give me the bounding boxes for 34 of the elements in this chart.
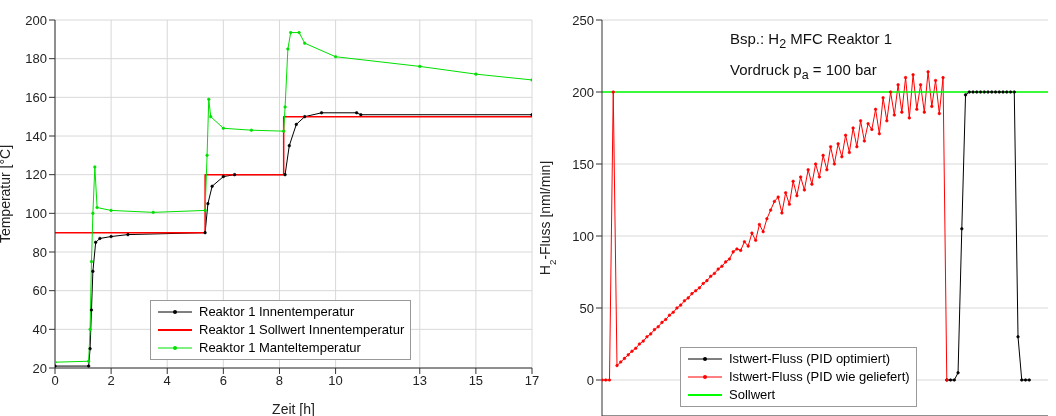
legend-label: Sollwert: [729, 386, 776, 404]
x-tick-label: 4: [163, 373, 171, 389]
legend-label: Istwert-Fluss (PID optimiert): [729, 350, 891, 368]
y-tick-label: 180: [25, 51, 47, 67]
y-tick-label: 120: [25, 167, 47, 183]
x-tick-label: 6: [219, 373, 227, 389]
y-tick-label: 80: [32, 244, 47, 260]
x-axis-title: Zeit [h]: [272, 401, 315, 416]
y-tick-label: 50: [579, 300, 594, 316]
x-tick-label: 0: [51, 373, 59, 389]
y-tick-label: 250: [572, 12, 594, 28]
x-tick-label: 13: [412, 373, 427, 389]
x-tick-label: 10: [328, 373, 343, 389]
legend-label: Istwert-Fluss (PID wie geliefert): [729, 368, 910, 386]
x-tick-label: 15: [468, 373, 484, 389]
y-tick-label: 100: [572, 228, 594, 244]
annotation: Vordruck p$_{a}$ = 100 bar: [730, 60, 878, 84]
legend-label: Reaktor 1 Sollwert Innentemperatur: [199, 321, 405, 339]
x-tick-label: 8: [275, 373, 284, 389]
legend-label: Reaktor 1 Manteltemperatur: [199, 339, 361, 357]
y-tick-label: 20: [32, 360, 47, 376]
y-tick-label: 140: [25, 128, 47, 144]
x-tick-label: 2: [107, 373, 115, 389]
y-tick-label: 150: [572, 156, 594, 172]
legend-label: Reaktor 1 Innentemperatur: [199, 303, 355, 321]
y-tick-label: 100: [25, 205, 47, 221]
y-tick-label: 200: [572, 84, 594, 100]
x-tick-label: 17: [524, 373, 540, 389]
annotation: Bsp.: H$_{2}$ MFC Reaktor 1: [730, 29, 892, 53]
y-tick-label: 60: [32, 283, 47, 299]
y-tick-label: 200: [25, 12, 47, 28]
y-tick-label: 40: [32, 321, 47, 337]
y-axis-title: Temperatur [°C]: [0, 144, 13, 244]
y-tick-label: 160: [25, 89, 47, 105]
